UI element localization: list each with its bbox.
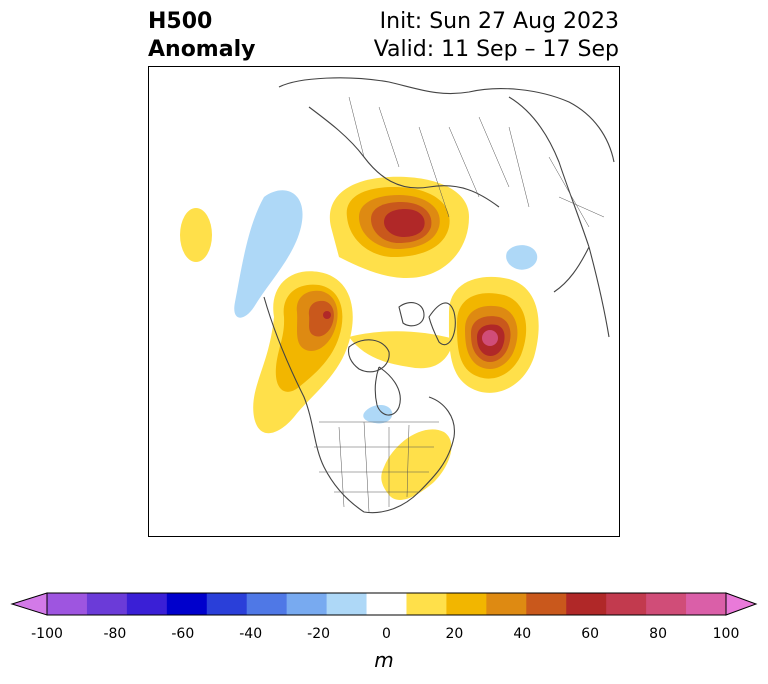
- coastline-north-america: [263, 296, 455, 514]
- anomaly-blob-pacific: [180, 208, 212, 262]
- colorbar-segment: [47, 593, 88, 615]
- colorbar-tick-label: -20: [307, 626, 331, 642]
- colorbar-segment: [86, 593, 128, 615]
- colorbar-tick-label: 60: [581, 626, 600, 642]
- negative-blob-russia: [506, 245, 538, 270]
- colorbar-segment: [446, 593, 487, 615]
- colorbar-tick-label: 100: [712, 626, 740, 642]
- map-title-left: H500 Anomaly: [148, 8, 255, 64]
- map-canvas: [180, 77, 615, 514]
- colorbar-tick-label: 80: [649, 626, 667, 642]
- colorbar-under-arrow: [10, 592, 48, 616]
- colorbar-segment: [326, 593, 368, 615]
- colorbar-outline: [46, 592, 727, 616]
- coastlines: [263, 77, 615, 514]
- valid-range: Valid: 11 Sep – 17 Sep: [373, 37, 619, 62]
- anomaly-blob-west-4: [308, 300, 334, 337]
- init-date: Init: Sun 27 Aug 2023: [379, 9, 619, 34]
- colorbar-tick-label: 0: [382, 626, 391, 642]
- anomaly-map: [148, 66, 620, 537]
- negative-blob-pacific: [234, 190, 303, 318]
- colorbar-segment: [566, 593, 607, 615]
- title-variable: H500: [148, 9, 213, 34]
- colorbar-segment: [206, 593, 248, 615]
- coastline-hudson: [374, 366, 401, 416]
- map-title-right: Init: Sun 27 Aug 2023 Valid: 11 Sep – 17…: [374, 8, 619, 64]
- colorbar-segment: [646, 593, 687, 615]
- colorbar-segment: [166, 593, 208, 615]
- colorbar: [10, 592, 758, 616]
- colorbar-segment: [406, 593, 447, 615]
- border-grid-lines: [314, 96, 605, 513]
- positive-anomaly-fields: [180, 176, 539, 500]
- anomaly-blob-west-core: [323, 311, 331, 319]
- colorbar-segment: [686, 593, 727, 615]
- anomaly-blob-us-east: [381, 429, 452, 500]
- coastline-arctic-islands: [347, 302, 425, 373]
- colorbar-tick-label: -100: [31, 626, 63, 642]
- colorbar-over-arrow: [725, 592, 758, 616]
- colorbar-unit-label: m: [374, 648, 394, 672]
- anomaly-connector: [349, 331, 454, 369]
- coastline-asia-east: [508, 96, 610, 338]
- colorbar-segment: [246, 593, 288, 615]
- coastline-greenland: [428, 302, 456, 345]
- colorbar-tick-label: -80: [103, 626, 127, 642]
- negative-anomaly-fields: [234, 190, 538, 424]
- anomaly-blob-north-5: [384, 209, 425, 237]
- colorbar-segment: [286, 593, 328, 615]
- colorbar-segment: [606, 593, 647, 615]
- colorbar-tick-label: 40: [513, 626, 532, 642]
- colorbar-segment: [526, 593, 567, 615]
- colorbar-tick-label: -60: [171, 626, 195, 642]
- country-borders: [314, 96, 605, 513]
- title-type: Anomaly: [148, 37, 256, 62]
- colorbar-segment: [126, 593, 168, 615]
- colorbar-segment: [366, 593, 407, 615]
- anomaly-blob-east-core: [482, 330, 498, 346]
- colorbar-tick-label: 20: [445, 626, 464, 642]
- colorbar-tick-label: -40: [239, 626, 263, 642]
- negative-blob-canada: [363, 404, 393, 424]
- coastline-eurasia: [278, 77, 615, 208]
- colorbar-segment: [486, 593, 527, 615]
